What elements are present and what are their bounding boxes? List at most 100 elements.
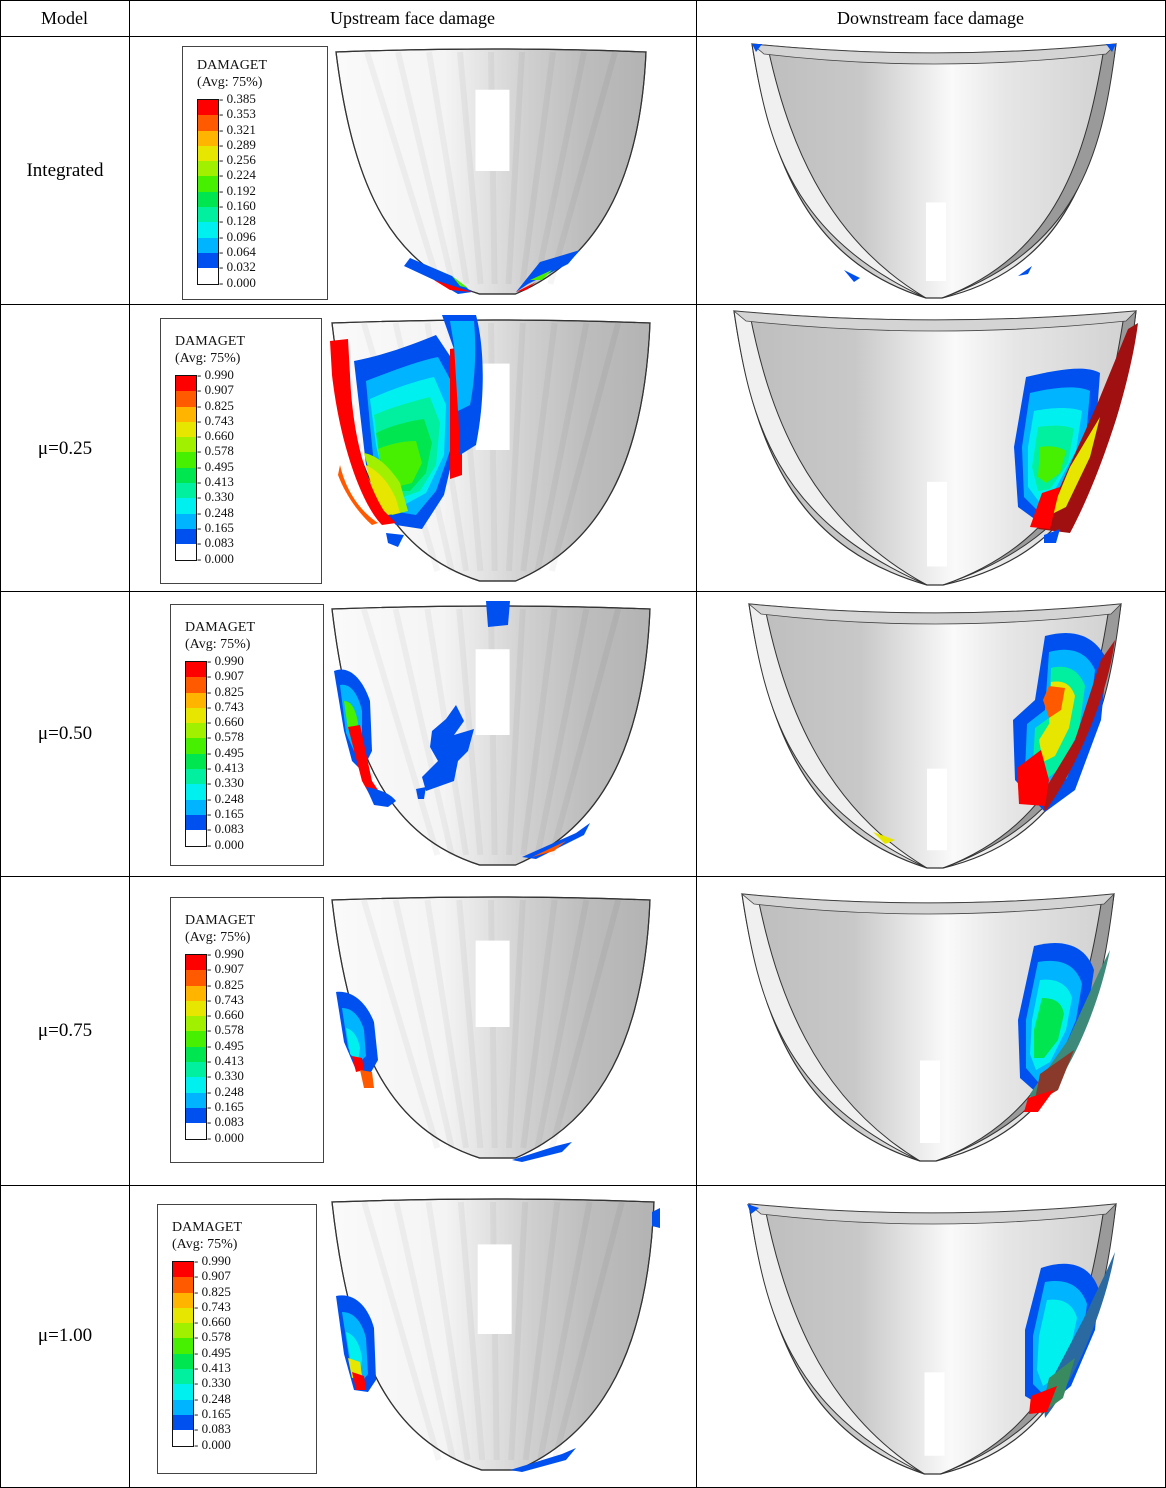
legend-mu-075: DAMAGET (Avg: 75%) - 0.990- 0.907- 0.825- … (170, 897, 324, 1163)
legend-swatch (198, 237, 218, 253)
mesh-stripe (548, 608, 622, 856)
mesh-stripe (505, 608, 526, 856)
legend-tick-label: - 0.578 (197, 443, 234, 459)
left-abutment-wing (748, 1203, 925, 1475)
legend-swatch (176, 391, 196, 407)
legend-tick-label: - 0.160 (219, 198, 256, 214)
legend-tick-label: - 0.578 (207, 1022, 244, 1038)
legend-swatch (186, 753, 206, 770)
legend-swatch (186, 1077, 206, 1093)
center-highlight (927, 768, 947, 851)
legend-tick-label: - 0.096 (219, 228, 256, 244)
mesh-stripe (425, 1201, 471, 1461)
legend-tick-label: - 0.907 (194, 1268, 231, 1284)
legend-tick-label: - 0.660 (194, 1314, 231, 1330)
legend-swatch (198, 191, 218, 208)
row-label-mu-025: μ=0.25 (37, 438, 93, 459)
damage-patch (348, 725, 384, 799)
damage-patch (450, 321, 476, 411)
legend-tick-label: - 0.000 (197, 550, 234, 566)
legend-colorbar (185, 661, 207, 847)
legend-tick-label: - 0.413 (207, 1053, 244, 1069)
crown-highlight (475, 89, 510, 171)
legend-tick-label: - 0.413 (197, 474, 234, 490)
legend-swatch (176, 437, 196, 453)
legend-tick-label: - 0.413 (207, 760, 244, 776)
center-highlight (920, 1060, 940, 1143)
damage-patch (747, 1204, 759, 1214)
damage-patch (486, 601, 510, 627)
legend-tick-label: - 0.128 (219, 213, 256, 229)
damage-patch (652, 1208, 660, 1228)
damage-patch (844, 270, 860, 282)
legend-swatch (173, 1369, 193, 1385)
damage-patch (1038, 446, 1066, 483)
upstream-damage-integrated (335, 48, 647, 295)
legend-tick-label: - 0.083 (207, 1114, 244, 1130)
legend-tick-label: - 0.907 (197, 382, 234, 398)
legend-swatch (186, 830, 206, 846)
legend-swatch (176, 406, 196, 422)
legend-tick-label: - 0.660 (207, 1007, 244, 1023)
legend-tick-label: - 0.000 (207, 836, 244, 852)
mesh-stripe (360, 899, 441, 1149)
legend-tick-label: - 0.825 (197, 397, 234, 413)
upstream-outline (331, 896, 651, 1159)
center-highlight (927, 481, 947, 567)
mesh-stripe (457, 1201, 486, 1461)
legend-swatch (198, 100, 218, 116)
damage-patch (1106, 44, 1116, 52)
legend-swatch (186, 955, 206, 971)
legend-title: DAMAGET (175, 334, 245, 349)
row-label-mu-075: μ=0.75 (37, 1020, 93, 1041)
legend-swatch (176, 376, 196, 392)
legend-swatch (186, 814, 206, 831)
damage-patch (510, 1448, 576, 1472)
left-abutment-wing (741, 893, 921, 1162)
legend-swatch (173, 1277, 193, 1293)
legend-tick-label: - 0.248 (197, 504, 234, 520)
legend-swatch (186, 738, 206, 754)
legend-swatch (173, 1262, 193, 1278)
damage-patch (416, 787, 426, 799)
legend-tick-label: - 0.660 (197, 428, 234, 444)
downstream-damage-integrated (750, 43, 1118, 299)
legend-tick-label: - 0.248 (207, 790, 244, 806)
mesh-stripe (520, 608, 558, 856)
legend-swatch (173, 1292, 193, 1308)
downstream-damage-mu-100 (747, 1203, 1118, 1475)
damage-patch (1029, 1386, 1057, 1414)
legend-mu-100: DAMAGET (Avg: 75%) - 0.990- 0.907- 0.825- … (157, 1204, 317, 1474)
legend-tick-label: - 0.413 (194, 1360, 231, 1376)
legend-mu-050: DAMAGET (Avg: 75%) - 0.990- 0.907- 0.825- … (170, 604, 324, 866)
mesh-stripe (456, 899, 484, 1149)
legend-swatch (173, 1414, 193, 1431)
legend-tick-label: - 0.990 (194, 1253, 231, 1268)
legend-tick-label: - 0.825 (207, 976, 244, 992)
legend-title: DAMAGET (185, 913, 255, 928)
damage-patch (452, 276, 468, 288)
damage-patch (1050, 417, 1100, 515)
legend-tick-label: - 0.495 (197, 458, 234, 474)
legend-swatch (198, 115, 218, 131)
legend-tick-label: - 0.907 (207, 668, 244, 684)
damage-patch (348, 1358, 362, 1378)
legend-tick-label: - 0.330 (194, 1375, 231, 1391)
mesh-stripe (505, 51, 525, 285)
upstream-damage-mu-075 (331, 896, 651, 1162)
damage-patch (386, 533, 404, 547)
legend-tick-label: - 0.385 (219, 91, 256, 106)
legend-swatch (176, 498, 196, 514)
row-label-mu-100: μ=1.00 (37, 1325, 93, 1346)
upstream-outline (335, 48, 647, 295)
legend-tick-label: - 0.321 (219, 121, 256, 137)
legend-tick-label: - 0.330 (197, 489, 234, 505)
legend-swatch (176, 544, 196, 560)
legend-tick-label: - 0.248 (207, 1083, 244, 1099)
damage-patch (1043, 686, 1065, 718)
mesh-stripe (534, 899, 590, 1149)
legend-title: DAMAGET (197, 58, 267, 73)
left-abutment-wing (751, 43, 927, 299)
legend-tick-label: - 0.495 (207, 1037, 244, 1053)
